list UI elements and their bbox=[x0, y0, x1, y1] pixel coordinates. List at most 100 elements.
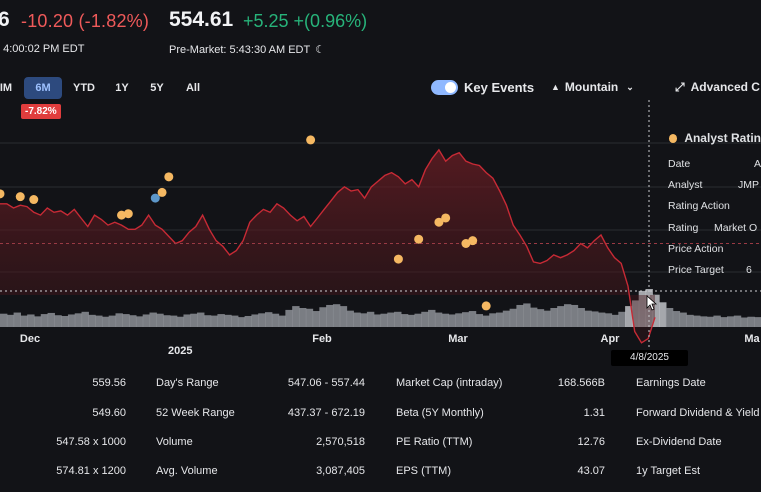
volume-bar bbox=[244, 315, 253, 327]
volume-bar bbox=[278, 315, 286, 327]
volume-bar bbox=[597, 312, 606, 327]
volume-bar bbox=[584, 310, 592, 327]
x-tick-label: Mar bbox=[448, 333, 468, 345]
stat-label: Avg. Volume bbox=[156, 465, 218, 477]
event-marker[interactable] bbox=[157, 187, 167, 197]
volume-bar bbox=[407, 314, 416, 327]
volume-bar bbox=[394, 311, 402, 327]
event-marker[interactable] bbox=[150, 193, 160, 203]
tab-all[interactable]: All bbox=[185, 82, 201, 94]
volume-bar bbox=[190, 313, 198, 327]
volume-bar bbox=[122, 314, 130, 327]
stat-value: 574.81 x 1200 bbox=[56, 465, 126, 477]
volume-bar bbox=[67, 314, 76, 327]
volume-bar bbox=[740, 317, 749, 327]
volume-bar bbox=[101, 316, 110, 327]
volume-bar bbox=[366, 311, 375, 327]
volume-bar bbox=[591, 311, 599, 327]
volume-bar bbox=[319, 307, 327, 327]
tooltip-title: Analyst Ratin bbox=[664, 131, 761, 145]
hover-date-label: 4/8/2025 bbox=[611, 350, 688, 366]
volume-bar bbox=[237, 317, 246, 327]
stats-row: 574.81 x 1200 Avg. Volume 3,087,405 EPS … bbox=[0, 465, 761, 485]
volume-bar bbox=[468, 311, 477, 327]
key-events-toggle[interactable]: Key Events bbox=[431, 80, 534, 95]
tab-ytd[interactable]: YTD bbox=[73, 82, 95, 94]
tab-5y[interactable]: 5Y bbox=[150, 82, 164, 94]
volume-bar bbox=[693, 315, 701, 327]
volume-bar bbox=[659, 302, 667, 327]
toggle-switch[interactable] bbox=[431, 80, 458, 95]
event-marker[interactable] bbox=[306, 135, 316, 145]
price-chart[interactable]: Dec Feb Mar Apr Ma bbox=[0, 100, 761, 350]
event-marker[interactable] bbox=[461, 239, 471, 248]
event-marker[interactable] bbox=[117, 210, 127, 220]
tab-1m[interactable]: IM bbox=[0, 82, 13, 94]
event-markers[interactable] bbox=[0, 135, 491, 311]
reference-lines bbox=[0, 243, 761, 292]
tab-1y[interactable]: 1Y bbox=[115, 82, 129, 94]
event-marker[interactable] bbox=[15, 192, 25, 202]
event-dot-icon bbox=[669, 133, 678, 143]
year-label: 2025 bbox=[168, 345, 193, 357]
analyst-rating-tooltip: Analyst Ratin Date A Analyst JMP Rating Ac… bbox=[664, 131, 761, 281]
volume-bar bbox=[210, 315, 219, 327]
volume-bar bbox=[115, 313, 123, 327]
event-marker[interactable] bbox=[441, 213, 451, 223]
volume-bar bbox=[570, 304, 579, 327]
volume-bar bbox=[169, 315, 178, 327]
volume-bar bbox=[27, 314, 35, 327]
expand-icon: ⤢ bbox=[675, 80, 685, 94]
stat-label: Earnings Date bbox=[636, 377, 706, 389]
event-marker[interactable] bbox=[29, 195, 39, 205]
as-of-time: t 4:00:02 PM EDT bbox=[0, 43, 85, 55]
volume-bar bbox=[502, 310, 511, 327]
tooltip-key: Analyst bbox=[668, 178, 703, 191]
volume-bar bbox=[727, 316, 735, 327]
stat-value: 1.31 bbox=[583, 407, 605, 419]
tooltip-key: Rating Action bbox=[668, 200, 730, 213]
volume-bar bbox=[305, 308, 314, 327]
volume-bar bbox=[40, 314, 49, 327]
volume-bar bbox=[54, 315, 62, 327]
event-marker[interactable] bbox=[414, 234, 424, 244]
event-marker[interactable] bbox=[123, 209, 133, 219]
stat-label: Forward Dividend & Yield bbox=[636, 407, 760, 419]
stat-value: 2,570,518 bbox=[316, 436, 365, 448]
advanced-chart-button[interactable]: ⤢ Advanced C bbox=[675, 80, 760, 95]
event-marker[interactable] bbox=[164, 172, 174, 182]
volume-bar bbox=[529, 307, 538, 327]
volume-bar bbox=[88, 314, 96, 327]
volume-bar bbox=[231, 315, 239, 327]
price-area-fill bbox=[0, 149, 655, 343]
premarket-time: Pre-Market: 5:43:30 AM EDT ☾ bbox=[169, 43, 325, 56]
volume-bar bbox=[142, 314, 151, 327]
tooltip-value: A bbox=[753, 157, 761, 170]
stat-label: 1y Target Est bbox=[636, 465, 700, 477]
volume-bar bbox=[665, 308, 674, 327]
volume-bar bbox=[577, 308, 585, 327]
volume-bar bbox=[203, 315, 212, 327]
tooltip-title-text: Analyst Ratin bbox=[684, 131, 761, 145]
x-tick-label: Dec bbox=[20, 333, 40, 345]
event-marker[interactable] bbox=[434, 217, 444, 227]
mountain-icon: ▲ bbox=[551, 82, 560, 92]
volume-bar bbox=[156, 313, 164, 327]
volume-bar bbox=[713, 315, 721, 327]
volume-bar bbox=[13, 312, 21, 327]
event-marker[interactable] bbox=[468, 236, 478, 246]
volume-bar bbox=[543, 310, 551, 327]
chart-type-dropdown[interactable]: ▲ Mountain ⌄ bbox=[551, 80, 634, 94]
key-events-label: Key Events bbox=[464, 80, 535, 95]
volume-bar bbox=[6, 314, 15, 327]
tab-6m[interactable]: 6M bbox=[24, 77, 62, 99]
volume-bar bbox=[380, 313, 388, 327]
event-marker[interactable] bbox=[0, 189, 5, 199]
event-marker[interactable] bbox=[393, 254, 403, 264]
volume-bar bbox=[720, 317, 728, 327]
volume-bar bbox=[489, 313, 497, 327]
volume-bar bbox=[618, 311, 626, 327]
event-marker[interactable] bbox=[481, 301, 491, 311]
stat-label: Market Cap (intraday) bbox=[396, 377, 503, 389]
price-change: -10.20 (-1.82%) bbox=[21, 11, 150, 31]
